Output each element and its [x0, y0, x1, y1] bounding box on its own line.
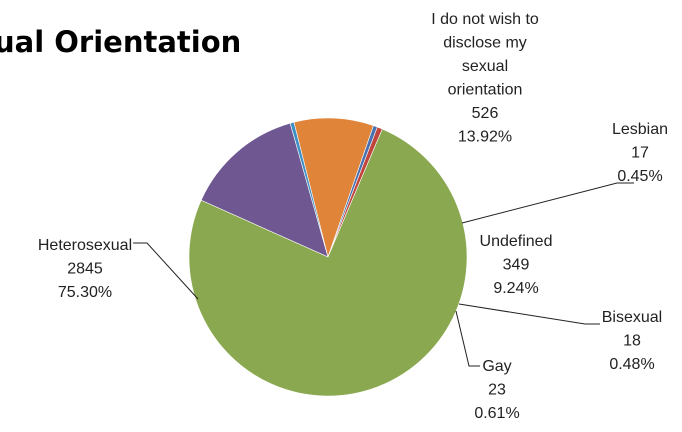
pie-slice-i-do-not-wish-to-disclose-my-sexual-orientation [200, 122, 329, 258]
leader-line [458, 303, 600, 325]
data-label: Gay 23 0.61% [474, 358, 519, 422]
pie-slices [188, 117, 468, 397]
leader-line [461, 182, 634, 224]
data-labels: I do not wish to disclose my sexual orienta… [38, 11, 668, 422]
leader-line [455, 310, 480, 367]
data-label: Lesbian 17 0.45% [612, 121, 668, 185]
data-label: Undefined 349 9.24% [480, 233, 553, 297]
leader-lines [133, 182, 634, 367]
data-label: Heterosexual 2845 75.30% [38, 237, 132, 301]
chart-title: ual Orientation [0, 25, 241, 59]
pie-slice-undefined [293, 117, 374, 259]
leader-line [133, 242, 199, 300]
data-label: I do not wish to disclose my sexual orienta… [431, 11, 539, 146]
data-label: Bisexual 18 0.48% [602, 309, 662, 373]
